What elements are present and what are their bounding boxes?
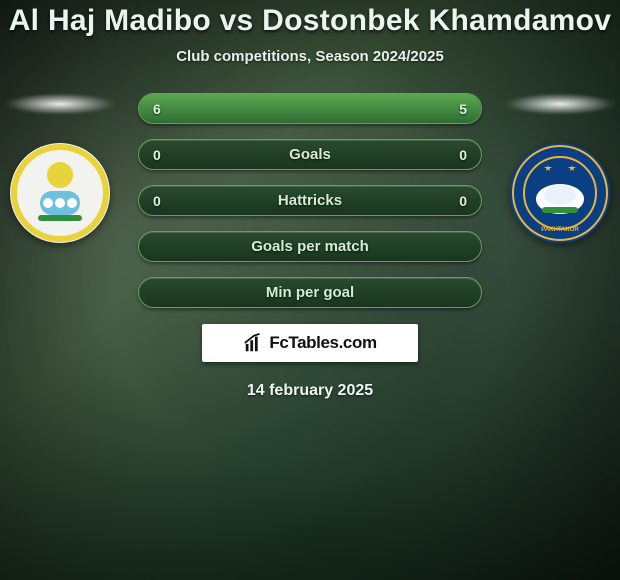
- stat-value-left: 0: [153, 193, 161, 209]
- stat-bar: Goals per match: [138, 231, 482, 262]
- stat-bar-fill-wrap: [139, 140, 481, 169]
- stat-bar: 0Goals0: [138, 139, 482, 170]
- svg-text:PAKHTAKOR: PAKHTAKOR: [541, 227, 579, 233]
- page-subtitle: Club competitions, Season 2024/2025: [176, 48, 444, 65]
- stat-bar-fill-right: [327, 94, 481, 123]
- left-player-col: [0, 93, 120, 243]
- stat-bar-fill-left: [139, 94, 327, 123]
- chart-icon: [243, 332, 265, 354]
- stat-bar-fill-wrap: [139, 94, 481, 123]
- stat-value-right: 5: [459, 101, 467, 117]
- right-crest-icon: PAKHTAKOR: [510, 143, 610, 243]
- stat-bar: Min per goal: [138, 277, 482, 308]
- stat-bar: 6Matches5: [138, 93, 482, 124]
- stat-value-left: 6: [153, 101, 161, 117]
- left-team-crest: [10, 143, 110, 243]
- comparison-row: 6Matches5 0Goals0 0Hattricks0 Goals per mat…: [0, 93, 620, 308]
- stat-value-right: 0: [459, 147, 467, 163]
- stat-bar: 0Hattricks0: [138, 185, 482, 216]
- left-crest-icon: [10, 143, 110, 243]
- right-player-col: PAKHTAKOR: [500, 93, 620, 243]
- left-player-halo: [5, 93, 115, 115]
- right-team-crest: PAKHTAKOR: [510, 143, 610, 243]
- stat-bar-fill-wrap: [139, 278, 481, 307]
- stat-bar-fill-wrap: [139, 186, 481, 215]
- source-badge-text: FcTables.com: [269, 333, 376, 353]
- page-title: Al Haj Madibo vs Dostonbek Khamdamov: [9, 4, 612, 38]
- stat-value-right: 0: [459, 193, 467, 209]
- stat-value-left: 0: [153, 147, 161, 163]
- right-player-halo: [505, 93, 615, 115]
- stat-bar-fill-wrap: [139, 232, 481, 261]
- stat-bars: 6Matches5 0Goals0 0Hattricks0 Goals per mat…: [120, 93, 500, 308]
- content: Al Haj Madibo vs Dostonbek Khamdamov Clu…: [0, 0, 620, 580]
- footer-date: 14 february 2025: [247, 382, 373, 400]
- source-badge: FcTables.com: [202, 324, 418, 362]
